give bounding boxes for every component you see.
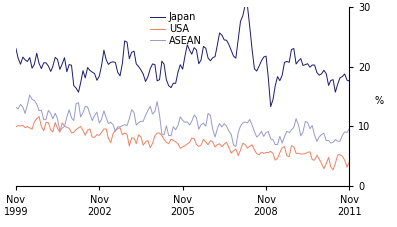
Y-axis label: %: % (374, 96, 384, 106)
Line: ASEAN: ASEAN (16, 95, 349, 146)
Line: USA: USA (16, 116, 349, 170)
Legend: Japan, USA, ASEAN: Japan, USA, ASEAN (146, 8, 206, 50)
Line: Japan: Japan (16, 5, 349, 107)
